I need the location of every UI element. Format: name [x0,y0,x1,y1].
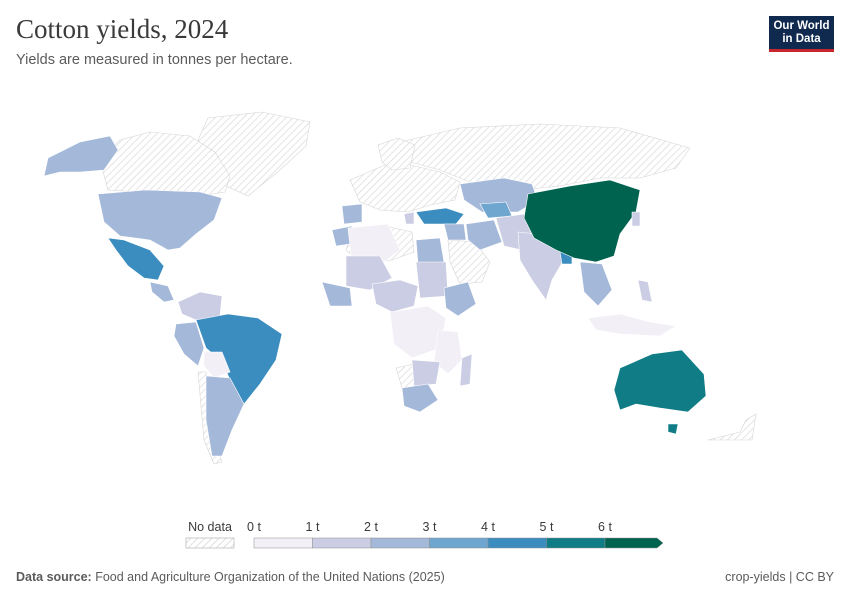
source-note: Data source: Food and Agriculture Organi… [16,570,445,584]
region-indonesia[interactable] [587,313,677,337]
legend-bin-2[interactable] [370,537,430,549]
logo-line-1: Our World [773,20,830,32]
legend-tick-4: 4 t [481,520,495,534]
legend-no-data-swatch[interactable] [185,537,235,549]
region-central-america[interactable] [149,281,175,303]
region-australia[interactable] [613,349,707,413]
legend-tick-2: 2 t [364,520,378,534]
chart-title: Cotton yields, 2024 [16,14,229,44]
region-spain[interactable] [341,203,363,225]
legend-tick-0: 0 t [247,520,261,534]
region-southeast-asia[interactable] [579,261,613,307]
region-zimbabwe-zambia[interactable] [411,359,441,387]
region-philippines[interactable] [637,279,653,303]
region-new-zealand[interactable] [707,413,757,441]
world-map [43,111,757,465]
region-korea[interactable] [631,211,641,227]
legend-bin-6[interactable] [604,537,664,549]
region-bolivia[interactable] [203,351,231,379]
region-peru[interactable] [173,321,205,367]
region-tasmania[interactable] [667,423,679,435]
legend-bin-1[interactable] [312,537,372,549]
legend-bin-3[interactable] [429,537,489,549]
region-russia[interactable] [399,123,691,191]
legend-tick-1: 1 t [306,520,320,534]
owid-logo[interactable]: Our World in Data [769,16,834,52]
footer-slug[interactable]: crop-yields | CC BY [725,570,834,584]
legend-bin-5[interactable] [546,537,606,549]
region-east-africa[interactable] [433,329,463,375]
region-ethiopia[interactable] [443,281,477,317]
region-greece[interactable] [403,211,415,225]
region-iran[interactable] [465,219,503,251]
legend-bin-0[interactable] [253,537,313,549]
region-syria-iraq[interactable] [443,223,467,241]
region-china[interactable] [523,179,641,263]
region-south-africa[interactable] [401,383,439,413]
legend-tick-5: 5 t [540,520,554,534]
region-madagascar[interactable] [459,353,473,387]
legend-no-data-label: No data [188,520,232,534]
region-scandinavia[interactable] [377,137,416,171]
region-turkey[interactable] [415,207,465,225]
source-label: Data source: [16,570,92,584]
region-ivory-burkina[interactable] [321,281,353,307]
legend-tick-3: 3 t [423,520,437,534]
region-argentina[interactable] [205,375,245,457]
region-alaska[interactable] [43,135,119,177]
region-mexico[interactable] [107,237,165,281]
source-text[interactable]: Food and Agriculture Organization of the… [95,570,445,584]
chart-subtitle: Yields are measured in tonnes per hectar… [16,52,293,68]
legend-tick-6: 6 t [598,520,612,534]
logo-line-2: in Data [782,33,821,45]
region-nigeria-chad[interactable] [371,279,419,313]
region-united-states[interactable] [97,189,223,251]
legend-bin-4[interactable] [487,537,547,549]
